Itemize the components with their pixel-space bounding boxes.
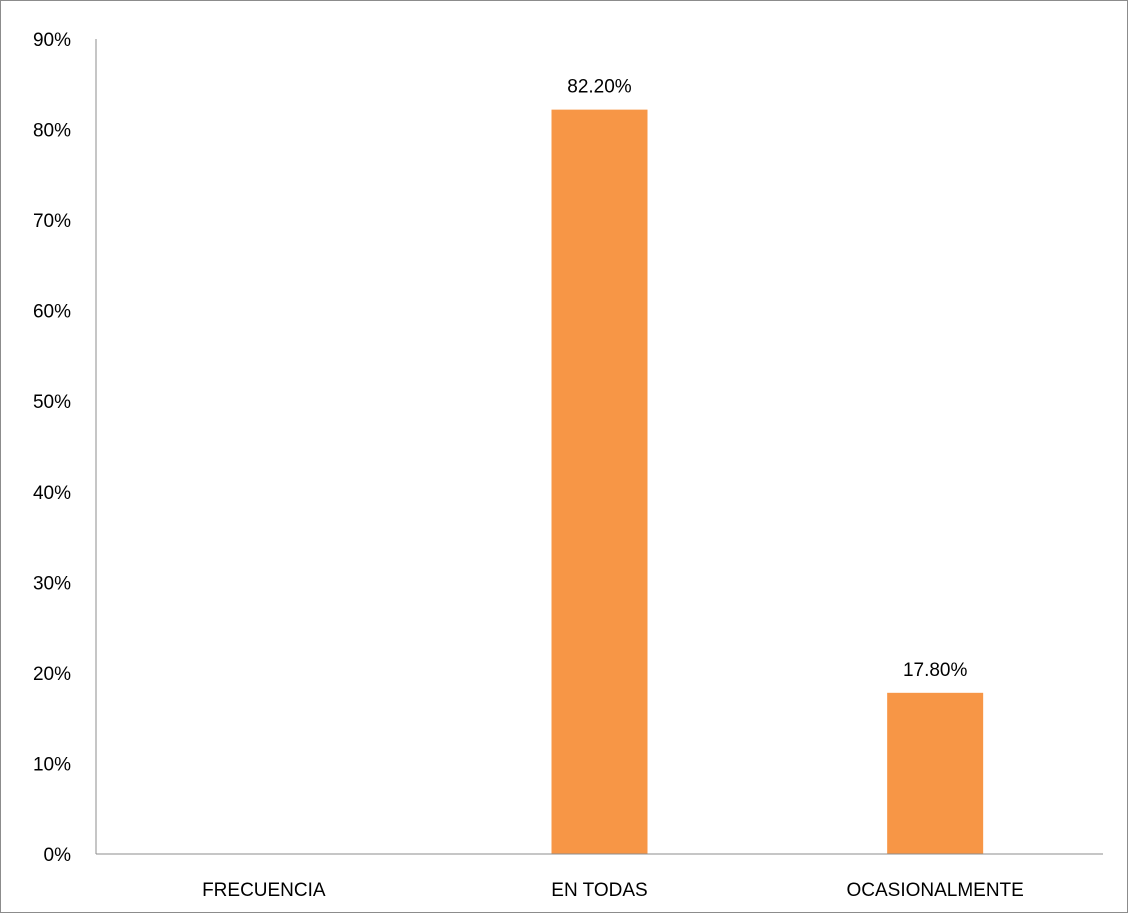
x-category-label: EN TODAS: [551, 880, 647, 901]
y-tick-label: 20%: [33, 664, 71, 685]
y-tick-label: 80%: [33, 121, 71, 142]
bar: [887, 692, 984, 854]
y-tick-label: 40%: [33, 483, 71, 504]
y-tick-label: 90%: [33, 30, 71, 51]
y-tick-label: 10%: [33, 754, 71, 775]
y-tick-label: 70%: [33, 211, 71, 232]
x-category-label: FRECUENCIA: [202, 880, 326, 901]
x-axis-labels: FRECUENCIA EN TODAS OCASIONALMENTE: [202, 880, 1024, 901]
y-tick-label: 60%: [33, 302, 71, 323]
bars: [551, 109, 984, 855]
data-labels: 82.20% 17.80%: [567, 77, 967, 681]
data-label: 82.20%: [567, 77, 632, 98]
data-label: 17.80%: [903, 660, 968, 681]
y-tick-label: 50%: [33, 392, 71, 413]
bar: [551, 109, 648, 855]
y-axis-ticks: 0% 10% 20% 30% 40% 50% 60% 70% 80% 90%: [33, 30, 71, 866]
y-tick-label: 30%: [33, 573, 71, 594]
x-category-label: OCASIONALMENTE: [846, 880, 1023, 901]
y-tick-label: 0%: [44, 845, 72, 866]
